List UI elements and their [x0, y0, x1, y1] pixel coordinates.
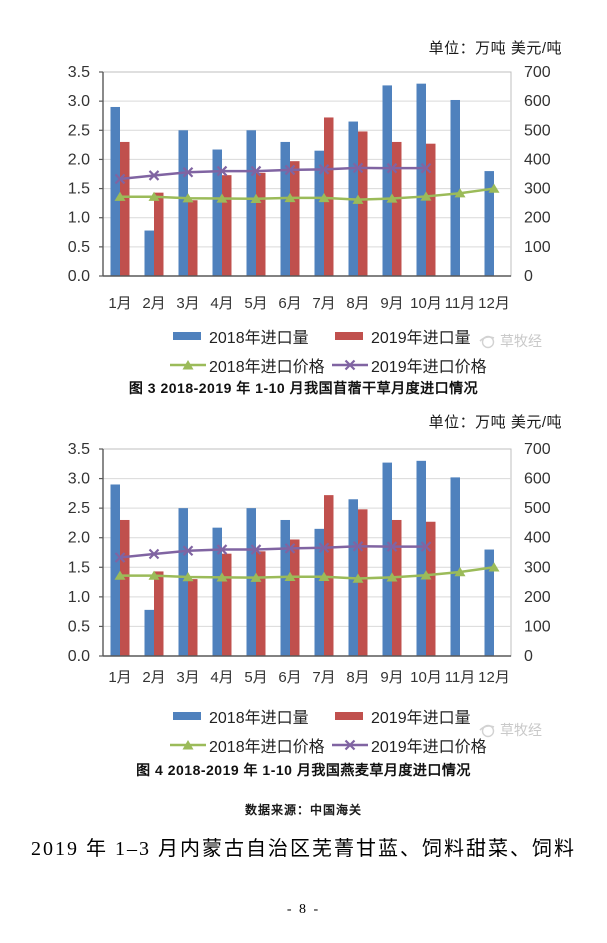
legend-line-swatch	[170, 740, 206, 750]
svg-text:10月: 10月	[410, 295, 442, 312]
legend-line-swatch	[332, 359, 368, 371]
legend-label: 2018年进口价格	[209, 359, 325, 376]
svg-text:600: 600	[524, 93, 551, 110]
figure3-chart: 0.0 0.5 1.0 1.5 2.0 2.5 3.0 3.5 0 100 200 300 400 500…	[68, 64, 551, 312]
svg-text:12月: 12月	[478, 295, 510, 312]
page-number: - 8 -	[286, 902, 321, 917]
svg-text:11月: 11月	[445, 669, 476, 686]
svg-text:4月: 4月	[210, 295, 233, 312]
svg-text:2.0: 2.0	[68, 151, 90, 168]
svg-text:1.5: 1.5	[68, 181, 90, 198]
legend-label: 2018年进口价格	[209, 739, 325, 756]
legend-bar-swatch	[335, 712, 363, 720]
svg-text:8月: 8月	[346, 295, 369, 312]
svg-text:600: 600	[524, 471, 551, 488]
body-heading: 2019 年 1–3 月内蒙古自治区芜菁甘蓝、饲料甜菜、饲料	[31, 838, 576, 860]
svg-text:0: 0	[524, 648, 533, 665]
svg-text:200: 200	[524, 589, 551, 606]
svg-text:5月: 5月	[244, 295, 267, 312]
svg-text:4月: 4月	[210, 669, 233, 686]
svg-text:300: 300	[524, 559, 551, 576]
svg-text:2.5: 2.5	[68, 500, 90, 517]
svg-text:200: 200	[524, 210, 551, 227]
legend-item: 2018年进口价格	[170, 733, 332, 757]
figure3-legend: 2018年进口量 2019年进口量 2018年进口价格 2019年进口价格	[170, 324, 502, 377]
svg-text:10月: 10月	[410, 669, 442, 686]
svg-text:9月: 9月	[380, 295, 403, 312]
svg-text:0.0: 0.0	[68, 648, 90, 665]
watermark-figure3: 草牧经	[479, 331, 542, 351]
data-source-note: 数据来源：中国海关	[244, 803, 362, 817]
svg-text:100: 100	[524, 618, 551, 635]
legend-item: 2019年进口量	[332, 704, 502, 728]
legend-label: 2018年进口量	[209, 330, 309, 347]
svg-text:3.0: 3.0	[68, 93, 90, 110]
figure3-unit-label: 单位：万吨 美元/吨	[428, 40, 562, 57]
legend-label: 2019年进口量	[371, 330, 471, 347]
watermark-figure4: 草牧经	[479, 720, 542, 740]
svg-text:700: 700	[524, 441, 551, 458]
figure4-caption: 图 4 2018-2019 年 1-10 月我国燕麦草月度进口情况	[136, 762, 471, 778]
svg-text:2月: 2月	[142, 669, 165, 686]
svg-text:400: 400	[524, 530, 551, 547]
legend-item: 2019年进口量	[332, 324, 502, 348]
svg-text:300: 300	[524, 181, 551, 198]
svg-text:3.5: 3.5	[68, 64, 90, 81]
watermark-text: 草牧经	[500, 722, 542, 738]
legend-item: 2019年进口价格	[332, 733, 502, 757]
legend-item: 2018年进口量	[170, 324, 332, 348]
figure4-unit-label: 单位：万吨 美元/吨	[428, 414, 562, 431]
svg-text:1月: 1月	[108, 295, 131, 312]
svg-text:6月: 6月	[278, 669, 301, 686]
legend-item: 2019年进口价格	[332, 353, 502, 377]
svg-text:1.5: 1.5	[68, 559, 90, 576]
legend-label: 2019年进口价格	[371, 359, 487, 376]
svg-text:500: 500	[524, 122, 551, 139]
watermark-text: 草牧经	[500, 333, 542, 349]
legend-bar-swatch	[173, 332, 201, 340]
svg-text:11月: 11月	[445, 295, 476, 312]
svg-text:2.5: 2.5	[68, 122, 90, 139]
watermark-logo-icon	[479, 724, 495, 737]
svg-text:3月: 3月	[176, 295, 199, 312]
figure4-chart: 0.0 0.5 1.0 1.5 2.0 2.5 3.0 3.5 0 100 200 300 400 500…	[68, 441, 551, 686]
svg-text:9月: 9月	[380, 669, 403, 686]
legend-line-swatch	[170, 360, 206, 370]
svg-text:8月: 8月	[346, 669, 369, 686]
legend-line-swatch	[332, 739, 368, 751]
svg-text:0.5: 0.5	[68, 239, 90, 256]
svg-text:6月: 6月	[278, 295, 301, 312]
legend-label: 2019年进口量	[371, 710, 471, 727]
svg-text:1.0: 1.0	[68, 210, 90, 227]
svg-text:400: 400	[524, 151, 551, 168]
legend-bar-swatch	[173, 712, 201, 720]
figure3-caption: 图 3 2018-2019 年 1-10 月我国苜蓿干草月度进口情况	[128, 380, 479, 396]
svg-text:1月: 1月	[108, 669, 131, 686]
svg-text:3.0: 3.0	[68, 471, 90, 488]
svg-text:100: 100	[524, 239, 551, 256]
legend-item: 2018年进口价格	[170, 353, 332, 377]
svg-text:0.0: 0.0	[68, 268, 90, 285]
legend-label: 2019年进口价格	[371, 739, 487, 756]
svg-text:3.5: 3.5	[68, 441, 90, 458]
svg-text:700: 700	[524, 64, 551, 81]
svg-text:7月: 7月	[312, 669, 335, 686]
watermark-logo-icon	[479, 335, 495, 348]
svg-text:500: 500	[524, 500, 551, 517]
svg-text:0: 0	[524, 268, 533, 285]
legend-item: 2018年进口量	[170, 704, 332, 728]
figure4-legend: 2018年进口量 2019年进口量 2018年进口价格 2019年进口价格	[170, 704, 502, 757]
legend-bar-swatch	[335, 332, 363, 340]
legend-label: 2018年进口量	[209, 710, 309, 727]
svg-text:7月: 7月	[312, 295, 335, 312]
svg-text:3月: 3月	[176, 669, 199, 686]
svg-text:5月: 5月	[244, 669, 267, 686]
svg-text:12月: 12月	[478, 669, 510, 686]
svg-text:1.0: 1.0	[68, 589, 90, 606]
svg-text:2月: 2月	[142, 295, 165, 312]
svg-text:2.0: 2.0	[68, 530, 90, 547]
svg-text:0.5: 0.5	[68, 618, 90, 635]
